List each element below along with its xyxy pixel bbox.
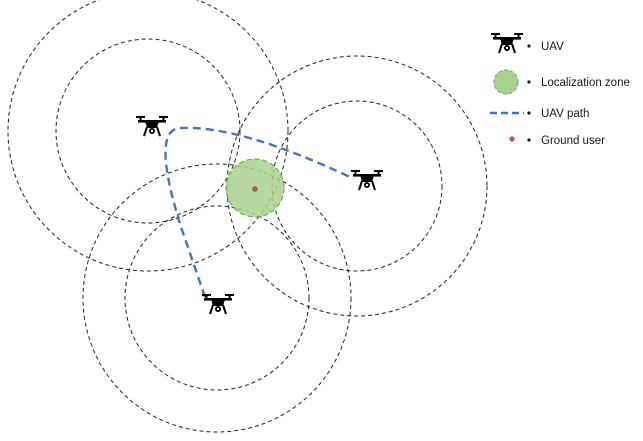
inner-range-circle — [55, 38, 241, 224]
legend-label-ground-user: Ground user — [541, 135, 605, 147]
outer-range-circle — [82, 163, 352, 433]
legend-label-uav: UAV — [541, 41, 564, 53]
legend-item-ground-user: Ground user — [509, 135, 605, 147]
legend-label-localization-zone: Localization zone — [541, 77, 630, 89]
range-circles-uav-3 — [82, 163, 352, 433]
bullet-icon — [527, 111, 531, 115]
legend-item-localization-zone: Localization zone — [493, 69, 630, 95]
legend: UAV Localization zone UAV path Ground us… — [490, 32, 630, 147]
uav-1 — [135, 115, 169, 137]
uav-path — [164, 126, 353, 298]
drone-icon — [201, 293, 235, 315]
bullet-icon — [527, 44, 531, 48]
green-circle-icon — [493, 69, 519, 95]
range-circles-uav-1 — [7, 0, 289, 272]
drone-icon — [135, 115, 169, 137]
legend-item-uav-path: UAV path — [490, 108, 589, 120]
legend-label-uav-path: UAV path — [541, 108, 589, 120]
uav-2 — [350, 169, 384, 191]
bullet-icon — [527, 138, 531, 142]
bullet-icon — [527, 80, 531, 84]
drone-icon — [350, 169, 384, 191]
red-dot-icon — [509, 136, 515, 142]
uav-3 — [201, 293, 235, 315]
legend-item-uav: UAV — [490, 32, 564, 54]
inner-range-circle — [124, 205, 310, 391]
inner-range-circle — [271, 100, 443, 272]
outer-range-circle — [7, 0, 289, 272]
drone-icon — [490, 32, 524, 54]
ground-user-dot — [252, 186, 258, 192]
